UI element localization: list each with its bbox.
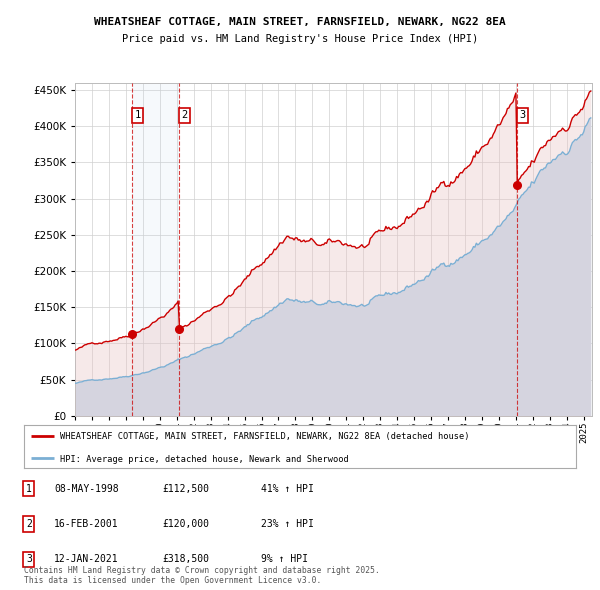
Bar	[132, 83, 179, 416]
Text: £318,500: £318,500	[162, 555, 209, 564]
Text: 2: 2	[181, 110, 188, 120]
Text: Price paid vs. HM Land Registry's House Price Index (HPI): Price paid vs. HM Land Registry's House …	[122, 34, 478, 44]
Text: 3: 3	[519, 110, 526, 120]
Text: 23% ↑ HPI: 23% ↑ HPI	[261, 519, 314, 529]
Text: 16-FEB-2001: 16-FEB-2001	[54, 519, 119, 529]
Text: 12-JAN-2021: 12-JAN-2021	[54, 555, 119, 564]
Text: £112,500: £112,500	[162, 484, 209, 493]
Text: 1: 1	[134, 110, 140, 120]
Text: 41% ↑ HPI: 41% ↑ HPI	[261, 484, 314, 493]
Text: 9% ↑ HPI: 9% ↑ HPI	[261, 555, 308, 564]
Text: WHEATSHEAF COTTAGE, MAIN STREET, FARNSFIELD, NEWARK, NG22 8EA: WHEATSHEAF COTTAGE, MAIN STREET, FARNSFI…	[94, 17, 506, 27]
Text: WHEATSHEAF COTTAGE, MAIN STREET, FARNSFIELD, NEWARK, NG22 8EA (detached house): WHEATSHEAF COTTAGE, MAIN STREET, FARNSFI…	[60, 432, 469, 441]
Text: £120,000: £120,000	[162, 519, 209, 529]
Text: 08-MAY-1998: 08-MAY-1998	[54, 484, 119, 493]
Text: 3: 3	[26, 555, 32, 564]
Text: HPI: Average price, detached house, Newark and Sherwood: HPI: Average price, detached house, Newa…	[60, 455, 349, 464]
Text: 2: 2	[26, 519, 32, 529]
Text: Contains HM Land Registry data © Crown copyright and database right 2025.
This d: Contains HM Land Registry data © Crown c…	[24, 566, 380, 585]
Text: 1: 1	[26, 484, 32, 493]
